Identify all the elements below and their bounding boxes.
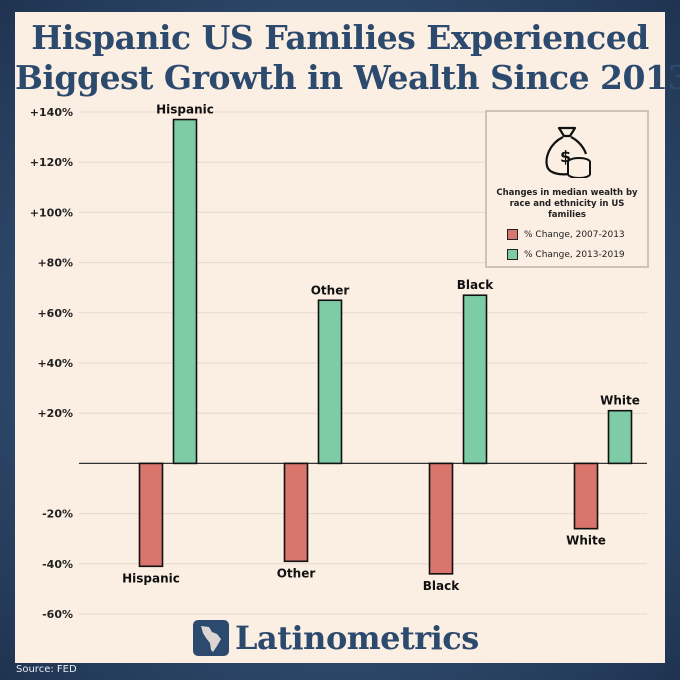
bar-other-2013-2019	[317, 299, 343, 465]
y-tick-label: +40%	[37, 357, 73, 370]
bar-white-2007-2013	[573, 462, 599, 530]
money-bag-icon: $	[545, 126, 591, 178]
y-tick-label: -60%	[42, 608, 73, 621]
svg-text:$: $	[560, 147, 571, 166]
bar-label-black-2013-2019: Black	[457, 278, 494, 292]
y-tick-label: +140%	[30, 106, 73, 119]
y-tick-label: +20%	[37, 407, 73, 420]
source-note: Source: FED	[16, 664, 77, 675]
bar-label-other-2007-2013: Other	[277, 566, 316, 580]
bar-label-white-2013-2019: White	[600, 394, 640, 408]
legend-swatch-green	[507, 249, 518, 260]
y-tick-label: +60%	[37, 307, 73, 320]
legend-entry-2013-2019: % Change, 2013-2019	[507, 249, 625, 260]
bar-label-hispanic-2007-2013: Hispanic	[122, 571, 180, 585]
bar-label-hispanic-2013-2019: Hispanic	[156, 103, 214, 117]
bar-label-black-2007-2013: Black	[423, 579, 460, 593]
bar-black-2007-2013	[428, 462, 454, 575]
bar-black-2013-2019	[462, 294, 488, 465]
y-tick-label: -40%	[42, 558, 73, 571]
y-tick-label: +100%	[30, 206, 73, 219]
bar-chart: +140% +120% +100% +80% +60% +40% +20% -20% -40% -…	[30, 103, 647, 621]
legend-label-2013-2019: % Change, 2013-2019	[524, 249, 625, 260]
legend-swatch-red	[507, 229, 518, 240]
title-line-2: Biggest Growth in Wealth Since 2013	[15, 58, 680, 97]
bar-hispanic-2013-2019	[172, 118, 198, 465]
legend-title: Changes in median wealth by race and eth…	[496, 188, 638, 220]
bar-white-2013-2019	[607, 409, 633, 465]
bar-other-2007-2013	[283, 462, 309, 563]
chart-title: Hispanic US Families Experienced Biggest…	[15, 18, 680, 98]
brand-logo: Latinometrics	[193, 617, 479, 659]
bar-label-other-2013-2019: Other	[311, 283, 350, 297]
y-tick-label: +80%	[37, 257, 73, 270]
bar-label-white-2007-2013: White	[566, 534, 606, 548]
y-tick-label: +120%	[30, 156, 73, 169]
y-tick-label: -20%	[42, 508, 73, 521]
bar-hispanic-2007-2013	[138, 462, 164, 568]
legend-label-2007-2013: % Change, 2007-2013	[524, 229, 625, 240]
chart-panel: Hispanic US Families Experienced Biggest…	[15, 12, 680, 663]
legend: $ Changes in median wealth by race and e…	[485, 110, 649, 268]
legend-entry-2007-2013: % Change, 2007-2013	[507, 229, 625, 240]
title-line-1: Hispanic US Families Experienced	[31, 18, 649, 57]
brand-name: Latinometrics	[235, 619, 479, 657]
latin-america-map-icon	[193, 620, 229, 656]
